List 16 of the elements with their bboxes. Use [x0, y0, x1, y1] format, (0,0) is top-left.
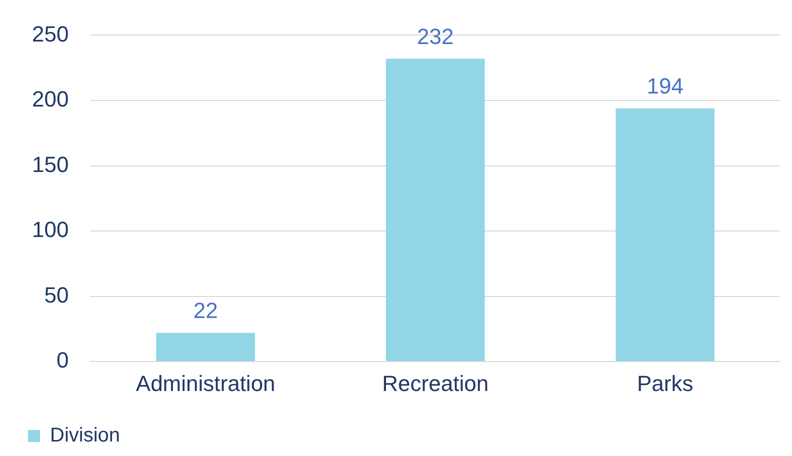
y-tick-label: 100: [32, 217, 69, 242]
data-label: 22: [193, 298, 218, 323]
x-tick-label: Administration: [136, 370, 276, 396]
y-tick-label: 0: [56, 348, 69, 373]
y-tick-label: 50: [44, 282, 69, 308]
y-tick-label: 150: [32, 152, 69, 177]
data-label: 194: [646, 73, 684, 98]
y-tick-label: 200: [32, 86, 69, 112]
x-tick-label: Recreation: [382, 370, 489, 396]
bar: [156, 332, 255, 362]
y-tick-label: 250: [32, 21, 69, 46]
x-tick-label: Parks: [636, 370, 694, 396]
legend-label: Division: [50, 424, 120, 447]
data-label: 232: [416, 24, 454, 49]
bar: [616, 108, 715, 362]
bar: [386, 58, 485, 362]
